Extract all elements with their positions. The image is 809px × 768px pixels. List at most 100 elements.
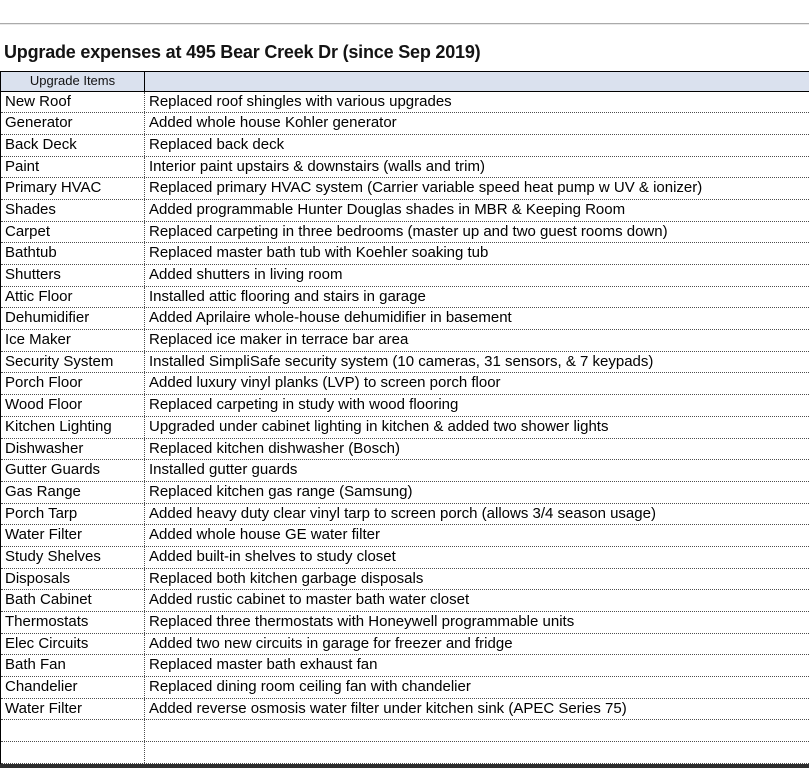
upgrade-item-cell[interactable]: Bathtub	[1, 243, 145, 264]
upgrade-item-cell[interactable]: Shades	[1, 199, 145, 221]
upgrade-description-cell[interactable]: Replaced both kitchen garbage disposals	[149, 569, 424, 587]
table-row[interactable]: Bath Cabinet Added rustic cabinet to mas…	[1, 590, 809, 612]
table-row[interactable]: Porch Tarp Added heavy duty clear vinyl …	[1, 503, 809, 526]
upgrade-item-cell[interactable]	[1, 742, 145, 763]
table-body: New Roof Replaced roof shingles with var…	[1, 91, 809, 764]
table-row[interactable]: Bath Fan Replaced master bath exhaust fa…	[1, 655, 809, 678]
upgrade-item-cell[interactable]: Porch Tarp	[1, 503, 145, 525]
upgrade-description-cell[interactable]: Added built-in shelves to study closet	[149, 547, 396, 565]
upgrade-description-cell[interactable]: Added luxury vinyl planks (LVP) to scree…	[149, 374, 501, 392]
upgrade-item-cell[interactable]: Porch Floor	[1, 373, 145, 395]
table-row[interactable]: Wood Floor Replaced carpeting in study w…	[1, 395, 809, 417]
upgrade-item-cell[interactable]: Thermostats	[1, 612, 145, 633]
table-row[interactable]: Shades Added programmable Hunter Douglas…	[1, 199, 809, 222]
upgrade-item-cell[interactable]: Wood Floor	[1, 395, 145, 416]
upgrade-description-cell[interactable]: Added Aprilaire whole-house dehumidifier…	[149, 309, 512, 327]
upgrade-item-cell[interactable]: Disposals	[1, 568, 145, 590]
table-row[interactable]: Bathtub Replaced master bath tub with Ko…	[1, 243, 809, 265]
table-row[interactable]: Porch Floor Added luxury vinyl planks (L…	[1, 373, 809, 396]
upgrade-description-cell[interactable]: Upgraded under cabinet lighting in kitch…	[149, 417, 609, 435]
upgrade-item-cell[interactable]: Dishwasher	[1, 438, 145, 460]
upgrade-item-cell[interactable]: Gas Range	[1, 481, 145, 503]
upgrade-description-cell[interactable]: Replaced carpeting in three bedrooms (ma…	[149, 222, 668, 240]
table-row[interactable]: Study Shelves Added built-in shelves to …	[1, 546, 809, 569]
upgrade-description-cell[interactable]	[145, 742, 809, 763]
upgrade-item-cell[interactable]: Dehumidifier	[1, 308, 145, 330]
table-row[interactable]: Thermostats Replaced three thermostats w…	[1, 612, 809, 634]
upgrade-description-cell[interactable]: Replaced three thermostats with Honeywel…	[149, 613, 575, 630]
table-row[interactable]: Dishwasher Replaced kitchen dishwasher (…	[1, 438, 809, 461]
upgrade-description-cell[interactable]: Added reverse osmosis water filter under…	[149, 699, 627, 717]
window-edge-divider	[0, 23, 809, 25]
upgrade-description-cell[interactable]: Replaced dining room ceiling fan with ch…	[149, 678, 471, 696]
upgrade-description-cell[interactable]: Added rustic cabinet to master bath wate…	[149, 591, 470, 609]
upgrade-item-cell[interactable]: Generator	[1, 113, 145, 134]
upgrade-description-cell[interactable]: Installed gutter guards	[149, 461, 298, 479]
upgrade-description-cell[interactable]: Replaced carpeting in study with wood fl…	[149, 396, 459, 414]
table-row[interactable]: New Roof Replaced roof shingles with var…	[1, 91, 809, 114]
upgrade-item-cell[interactable]: Water Filter	[1, 698, 145, 720]
table-row[interactable]: Ice Maker Replaced ice maker in terrace …	[1, 330, 809, 352]
upgrade-item-cell[interactable]: Kitchen Lighting	[1, 416, 145, 438]
upgrade-item-cell[interactable]: Back Deck	[1, 134, 145, 156]
upgrade-item-cell[interactable]: Elec Circuits	[1, 633, 145, 655]
upgrade-description-cell[interactable]: Interior paint upstairs & downstairs (wa…	[149, 157, 485, 175]
upgrade-item-cell[interactable]	[1, 720, 145, 742]
table-row[interactable]: Generator Added whole house Kohler gener…	[1, 113, 809, 135]
upgrade-item-cell[interactable]: Attic Floor	[1, 286, 145, 308]
upgrade-description-cell[interactable]: Added programmable Hunter Douglas shades…	[149, 200, 626, 218]
table-row[interactable]: Water Filter Added whole house GE water …	[1, 525, 809, 547]
table-row[interactable]: Elec Circuits Added two new circuits in …	[1, 633, 809, 656]
empty-table-row[interactable]	[1, 720, 809, 743]
bottom-edge-bar	[0, 764, 809, 768]
upgrade-description-cell[interactable]: Replaced primary HVAC system (Carrier va…	[149, 179, 703, 197]
upgrade-description-cell[interactable]: Replaced roof shingles with various upgr…	[149, 92, 452, 110]
upgrade-item-cell[interactable]: Ice Maker	[1, 330, 145, 351]
table-row[interactable]: Back Deck Replaced back deck	[1, 134, 809, 157]
upgrade-item-cell[interactable]: Primary HVAC	[1, 178, 145, 199]
table-row[interactable]: Attic Floor Installed attic flooring and…	[1, 286, 809, 309]
upgrade-item-cell[interactable]: Shutters	[1, 265, 145, 286]
upgrade-expenses-table: Upgrade Items New Roof Replaced roof shi…	[0, 71, 809, 764]
upgrade-item-cell[interactable]: Gutter Guards	[1, 460, 145, 481]
upgrade-item-cell[interactable]: Chandelier	[1, 677, 145, 698]
upgrade-item-cell[interactable]: Security System	[1, 351, 145, 373]
upgrade-item-cell[interactable]: Water Filter	[1, 525, 145, 546]
table-row[interactable]: Gas Range Replaced kitchen gas range (Sa…	[1, 481, 809, 504]
table-row[interactable]: Kitchen Lighting Upgraded under cabinet …	[1, 416, 809, 439]
upgrade-description-cell[interactable]: Replaced master bath tub with Koehler so…	[149, 244, 489, 262]
upgrade-description-cell[interactable]: Replaced master bath exhaust fan	[149, 656, 378, 674]
upgrade-item-cell[interactable]: Paint	[1, 156, 145, 178]
table-header-row: Upgrade Items	[1, 72, 809, 92]
table-row[interactable]: Disposals Replaced both kitchen garbage …	[1, 568, 809, 591]
upgrade-description-cell[interactable]: Installed attic flooring and stairs in g…	[149, 287, 426, 305]
upgrade-description-cell[interactable]: Replaced kitchen gas range (Samsung)	[149, 482, 413, 500]
upgrade-item-cell[interactable]: Carpet	[1, 221, 145, 243]
upgrade-description-cell[interactable]: Replaced ice maker in terrace bar area	[149, 331, 409, 349]
upgrade-description-cell[interactable]	[145, 720, 809, 741]
table-row[interactable]: Gutter Guards Installed gutter guards	[1, 460, 809, 482]
upgrade-description-cell[interactable]: Replaced back deck	[149, 135, 285, 153]
upgrade-description-cell[interactable]: Added whole house GE water filter	[149, 526, 380, 544]
upgrade-description-cell[interactable]: Added heavy duty clear vinyl tarp to scr…	[149, 504, 656, 522]
table-row[interactable]: Paint Interior paint upstairs & downstai…	[1, 156, 809, 179]
upgrade-item-cell[interactable]: Bath Cabinet	[1, 590, 145, 611]
table-row[interactable]: Primary HVAC Replaced primary HVAC syste…	[1, 178, 809, 200]
table-row[interactable]: Shutters Added shutters in living room	[1, 265, 809, 287]
column-header-upgrade-items[interactable]: Upgrade Items	[1, 72, 145, 91]
table-row[interactable]: Carpet Replaced carpeting in three bedro…	[1, 221, 809, 244]
upgrade-description-cell[interactable]: Added whole house Kohler generator	[149, 114, 397, 132]
table-row[interactable]: Water Filter Added reverse osmosis water…	[1, 698, 809, 721]
table-row[interactable]: Chandelier Replaced dining room ceiling …	[1, 677, 809, 699]
upgrade-description-cell[interactable]: Added two new circuits in garage for fre…	[149, 634, 513, 652]
upgrade-description-cell[interactable]: Added shutters in living room	[149, 266, 343, 283]
upgrade-description-cell[interactable]: Replaced kitchen dishwasher (Bosch)	[149, 439, 400, 457]
table-row[interactable]: Security System Installed SimpliSafe sec…	[1, 351, 809, 374]
upgrade-item-cell[interactable]: New Roof	[1, 91, 145, 113]
empty-table-row[interactable]	[1, 742, 809, 764]
upgrade-item-cell[interactable]: Study Shelves	[1, 546, 145, 568]
upgrade-item-cell[interactable]: Bath Fan	[1, 655, 145, 677]
column-header-description[interactable]	[145, 72, 809, 91]
upgrade-description-cell[interactable]: Installed SimpliSafe security system (10…	[149, 352, 654, 370]
table-row[interactable]: Dehumidifier Added Aprilaire whole-house…	[1, 308, 809, 331]
